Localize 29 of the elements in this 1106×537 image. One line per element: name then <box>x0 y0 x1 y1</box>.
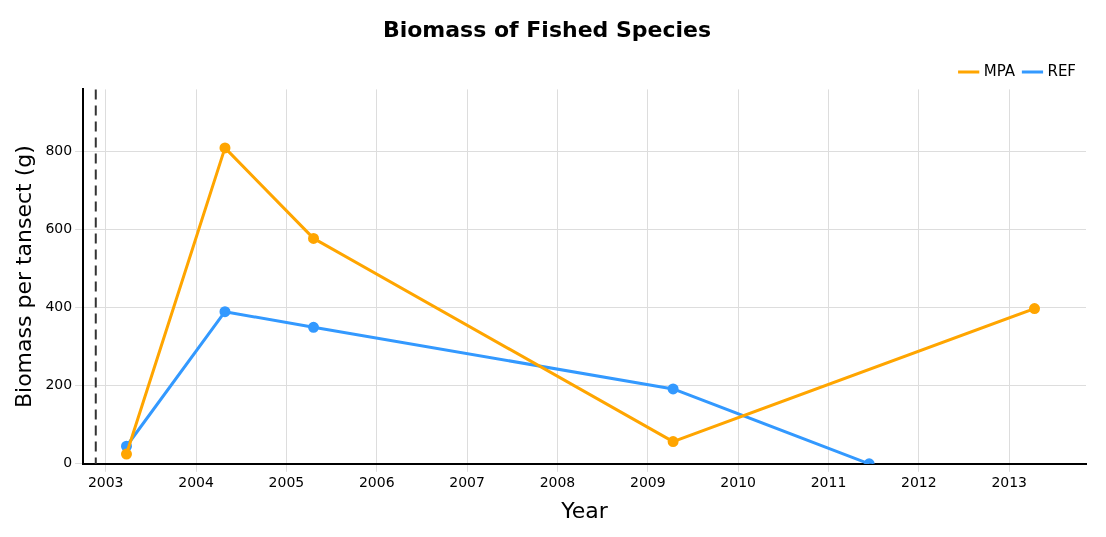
point <box>667 383 679 395</box>
point <box>1029 303 1040 315</box>
x-tick-label: 2011 <box>810 473 847 490</box>
x-tick-label: 2005 <box>268 473 305 490</box>
x-tick-label: 2006 <box>358 473 395 490</box>
y-tick-label: 800 <box>45 142 73 159</box>
x-tick-label: 2010 <box>720 473 756 490</box>
y-tick-label: 200 <box>45 376 73 393</box>
y-axis-title: Biomass per tansect (g) <box>10 145 36 409</box>
chart-title: Biomass of Fished Species <box>382 16 712 42</box>
point <box>667 436 679 448</box>
point <box>120 448 132 460</box>
y-tick-label: 600 <box>45 220 73 237</box>
point <box>308 232 320 244</box>
y-tick-label: 0 <box>63 454 73 471</box>
legend-label: REF <box>1047 61 1076 80</box>
x-tick-label: 2008 <box>539 473 576 490</box>
x-tick-label: 2012 <box>901 473 937 490</box>
point <box>219 142 231 154</box>
x-tick-label: 2007 <box>449 473 485 490</box>
x-tick-label: 2013 <box>991 473 1028 490</box>
x-tick-label: 2004 <box>178 473 214 490</box>
x-tick-label: 2003 <box>87 473 124 490</box>
y-tick-label: 400 <box>45 298 73 315</box>
point <box>219 306 231 318</box>
legend-label: MPA <box>983 61 1016 80</box>
x-axis-title: Year <box>560 497 609 523</box>
point <box>308 321 320 333</box>
x-tick-label: 2009 <box>629 473 666 490</box>
